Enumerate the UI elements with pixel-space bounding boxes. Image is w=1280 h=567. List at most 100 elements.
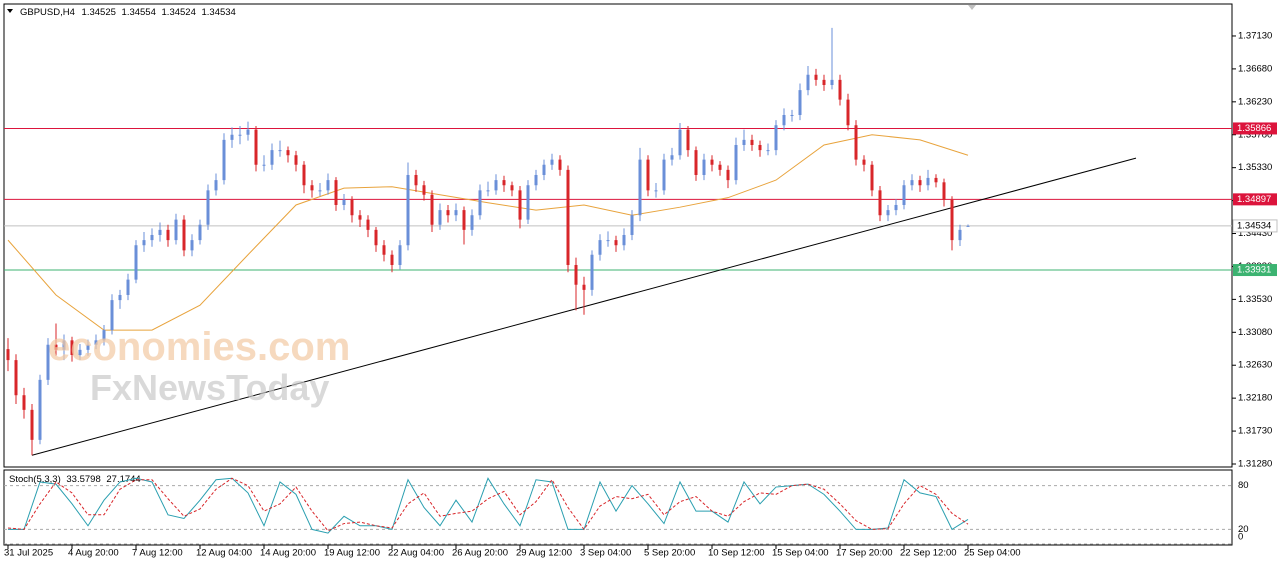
candle-body: [590, 254, 594, 290]
candle-body: [822, 79, 826, 85]
candle-body: [14, 360, 18, 396]
candle-body: [46, 344, 50, 380]
y-tick-label: 1.34430: [1238, 228, 1272, 239]
candle-body: [150, 234, 154, 241]
candle-body: [654, 190, 658, 192]
candle-body: [134, 245, 138, 280]
y-tick-label: 1.35330: [1238, 162, 1272, 173]
candle-body: [254, 129, 258, 165]
level-label-box: [1233, 264, 1277, 277]
candle-body: [294, 155, 298, 165]
menu-arrow[interactable]: [7, 9, 13, 13]
candle-body: [326, 180, 330, 191]
y-tick-label: 80: [1238, 480, 1249, 491]
candle-body: [582, 284, 586, 290]
candle-body: [694, 150, 698, 175]
y-tick-label: 1.31730: [1238, 426, 1272, 437]
candle-body: [190, 240, 194, 251]
y-tick-label: 1.35780: [1238, 129, 1272, 140]
candle-body: [102, 330, 106, 341]
candle-body: [782, 114, 786, 126]
main-value: 33.5798: [66, 474, 100, 485]
candle-body: [54, 344, 58, 350]
candle-body: [318, 190, 322, 192]
candle-body: [262, 164, 266, 166]
x-tick-label: 5 Sep 20:00: [644, 548, 695, 559]
y-tick-label: 1.33530: [1238, 294, 1272, 305]
candle-body: [870, 164, 874, 191]
y-tick-label: 1.31280: [1238, 459, 1272, 470]
candle-body: [814, 74, 818, 80]
watermark-text: FxNewsToday: [90, 367, 329, 408]
candle-body: [926, 177, 930, 186]
x-tick-label: 31 Jul 2025: [4, 548, 53, 559]
y-tick-label: 0: [1238, 532, 1243, 543]
y-tick-label: 1.36680: [1238, 63, 1272, 74]
candle-body: [542, 164, 546, 175]
candle-body: [270, 150, 274, 165]
candle-body: [166, 229, 170, 241]
candle-body: [78, 349, 82, 355]
candle-body: [686, 129, 690, 151]
y-tick-label: 20: [1238, 524, 1249, 535]
candle-body: [182, 219, 186, 251]
candle-body: [702, 159, 706, 175]
open-price: 1.34525: [82, 7, 116, 18]
candle-body: [422, 185, 426, 195]
candle-body: [790, 114, 794, 116]
candle-body: [910, 180, 914, 186]
panel-marker: [968, 5, 976, 10]
y-tick-label: 1.32630: [1238, 360, 1272, 371]
candle-body: [342, 199, 346, 205]
x-tick-label: 22 Sep 12:00: [900, 548, 957, 559]
candle-body: [478, 190, 482, 216]
moving-average: [7, 134, 969, 331]
candle-body: [598, 240, 602, 255]
close-price: 1.34534: [202, 7, 236, 18]
candle-body: [566, 169, 570, 265]
stochastic-line: [7, 477, 969, 532]
candle-body: [550, 159, 554, 165]
price-panel: [3, 3, 1233, 468]
candle-body: [454, 210, 458, 216]
y-tick-label: 1.33080: [1238, 327, 1272, 338]
indicator-header: Stoch(5,3,3) 33.5798 27.1744: [9, 474, 141, 485]
candle-body: [854, 125, 858, 160]
candle-body: [742, 139, 746, 145]
candle-body: [214, 180, 218, 191]
candle-body: [238, 134, 242, 136]
candle-body: [966, 225, 970, 227]
candle-body: [390, 254, 394, 265]
signal-value: 27.1744: [106, 474, 140, 485]
x-tick-label: 4 Aug 20:00: [68, 548, 119, 559]
x-tick-label: 17 Sep 20:00: [836, 548, 893, 559]
low-price: 1.34524: [162, 7, 196, 18]
current-price-box: [1232, 219, 1278, 233]
x-tick-label: 26 Aug 20:00: [452, 548, 508, 559]
x-tick-label: 19 Aug 12:00: [324, 548, 380, 559]
x-tick-label: 12 Aug 04:00: [196, 548, 252, 559]
candle-body: [750, 139, 754, 145]
watermark: economies.com FxNewsToday: [48, 325, 350, 408]
candle-body: [174, 219, 178, 241]
x-tick-label: 25 Sep 04:00: [964, 548, 1021, 559]
candle-body: [838, 79, 842, 100]
candle-body: [758, 144, 762, 151]
candle-body: [574, 264, 578, 285]
candle-body: [830, 79, 834, 85]
candle-body: [70, 340, 74, 355]
candle-body: [358, 215, 362, 220]
candle-body: [510, 185, 514, 191]
candle-body: [222, 139, 226, 181]
candle-body: [30, 409, 34, 440]
candle-body: [366, 219, 370, 230]
candle-body: [614, 240, 618, 246]
candle-body: [278, 150, 282, 152]
candle-body: [382, 245, 386, 255]
candle-body: [622, 234, 626, 246]
x-tick-label: 7 Aug 12:00: [132, 548, 183, 559]
candle-body: [902, 185, 906, 205]
level-label: 1.35866: [1237, 123, 1271, 134]
candle-body: [62, 340, 66, 350]
candle-body: [934, 177, 938, 183]
